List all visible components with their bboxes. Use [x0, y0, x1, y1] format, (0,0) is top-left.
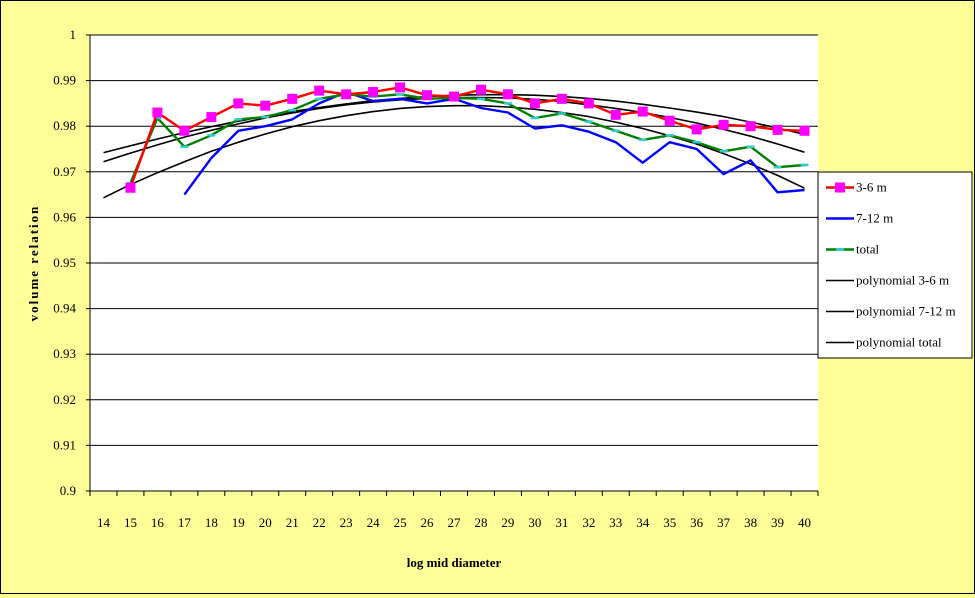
y-tick-label: 1: [70, 27, 77, 42]
x-tick-label: 30: [528, 515, 541, 530]
data-point: [179, 125, 190, 136]
x-tick-label: 39: [771, 515, 784, 530]
legend-label: polynomial total: [856, 335, 942, 350]
x-tick-label: 33: [609, 515, 622, 530]
series-3-6-m: [125, 82, 810, 193]
y-tick-label: 0.91: [53, 437, 76, 452]
x-tick-label: 23: [340, 515, 353, 530]
data-point: [718, 119, 729, 130]
y-tick-label: 0.92: [53, 392, 76, 407]
y-tick-label: 0.95: [53, 255, 76, 270]
data-point: [368, 87, 379, 97]
series-line: [129, 93, 805, 184]
x-tick-label: 26: [421, 515, 435, 530]
x-axis-title: log mid diameter: [407, 555, 502, 570]
data-point: [395, 82, 406, 93]
data-point: [799, 125, 810, 136]
data-point: [610, 109, 621, 120]
legend-box: [817, 171, 973, 359]
legend-marker: [835, 182, 845, 193]
x-tick-label: 24: [367, 515, 381, 530]
data-point: [341, 89, 352, 100]
y-tick-label: 0.99: [53, 73, 76, 88]
axes: 0.9 0.91 0.92 0.93 0.94 0.95 0.96 0.97 0.98 0.99 1…: [53, 27, 819, 530]
data-point: [556, 93, 567, 104]
data-point: [125, 182, 136, 193]
x-tick-label: 28: [474, 515, 487, 530]
series-line: [183, 90, 805, 196]
data-point: [772, 124, 783, 135]
x-tick-label: 17: [178, 515, 192, 530]
data-point: [422, 90, 433, 101]
data-point: [529, 98, 540, 109]
x-tick-label: 25: [394, 515, 407, 530]
series-layer: [103, 82, 810, 199]
data-point: [475, 84, 486, 95]
x-tick-label: 31: [555, 515, 568, 530]
x-tick-label: 29: [501, 515, 514, 530]
x-tick-label: 14: [97, 515, 111, 530]
x-tick-label: 21: [286, 515, 299, 530]
x-tick-label: 34: [636, 515, 650, 530]
data-point: [449, 91, 459, 102]
x-tick-label: 27: [448, 515, 462, 530]
x-tick-label: 32: [582, 515, 595, 530]
y-tick-label: 0.96: [53, 209, 76, 224]
x-tick-label: 18: [205, 515, 218, 530]
data-point: [745, 121, 756, 132]
legend-label: polynomial 3-6 m: [856, 273, 949, 288]
y-tick-label: 0.98: [53, 118, 76, 133]
data-point: [314, 85, 325, 96]
x-tick-label: 15: [124, 515, 137, 530]
legend-label: polynomial 7-12 m: [856, 304, 956, 319]
x-tick-label: 38: [744, 515, 757, 530]
x-tick-label: 22: [313, 515, 326, 530]
x-tick-label: 40: [798, 515, 811, 530]
data-point: [502, 89, 513, 100]
y-axis-title: volume relation: [26, 205, 41, 322]
x-tick-label: 20: [259, 515, 272, 530]
data-point: [664, 115, 675, 126]
legend: 3-6 m 7-12 m total polynomial 3-6 m polynomi…: [817, 171, 973, 359]
y-tick-label: 0.97: [53, 164, 76, 179]
x-tick-label: 19: [232, 515, 245, 530]
x-tick-label: 37: [717, 515, 731, 530]
data-point: [260, 100, 271, 111]
data-point: [583, 98, 594, 109]
data-point: [637, 106, 648, 117]
y-tick-label: 0.94: [53, 301, 76, 316]
y-tick-label: 0.9: [60, 483, 76, 498]
x-tick-label: 16: [151, 515, 165, 530]
data-point: [206, 112, 217, 123]
x-tick-label: 35: [663, 515, 676, 530]
legend-label: total: [856, 242, 879, 257]
data-point: [691, 124, 702, 135]
data-point: [287, 93, 298, 104]
series-7-12-m: [183, 90, 805, 196]
legend-label: 7-12 m: [856, 211, 893, 226]
data-point: [233, 98, 244, 109]
x-tick-label: 36: [690, 515, 704, 530]
legend-label: 3-6 m: [856, 180, 887, 195]
data-point: [152, 107, 163, 118]
y-tick-label: 0.93: [53, 346, 76, 361]
